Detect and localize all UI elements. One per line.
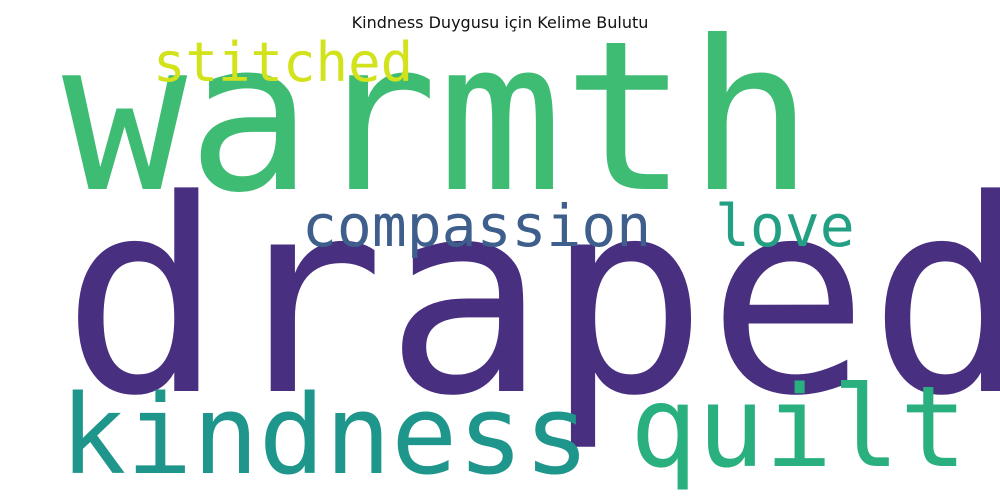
- word-stitched: stitched: [153, 31, 414, 94]
- word-love: love: [715, 192, 855, 260]
- word-warmth: warmth: [62, 0, 814, 239]
- word-quilt: quilt: [630, 363, 968, 493]
- chart-title: Kindness Duygusu için Kelime Bulutu: [351, 13, 649, 32]
- word-compassion: compassion: [302, 192, 652, 260]
- word-kindness: kindness: [60, 371, 590, 499]
- word-draped: draped: [62, 143, 1000, 455]
